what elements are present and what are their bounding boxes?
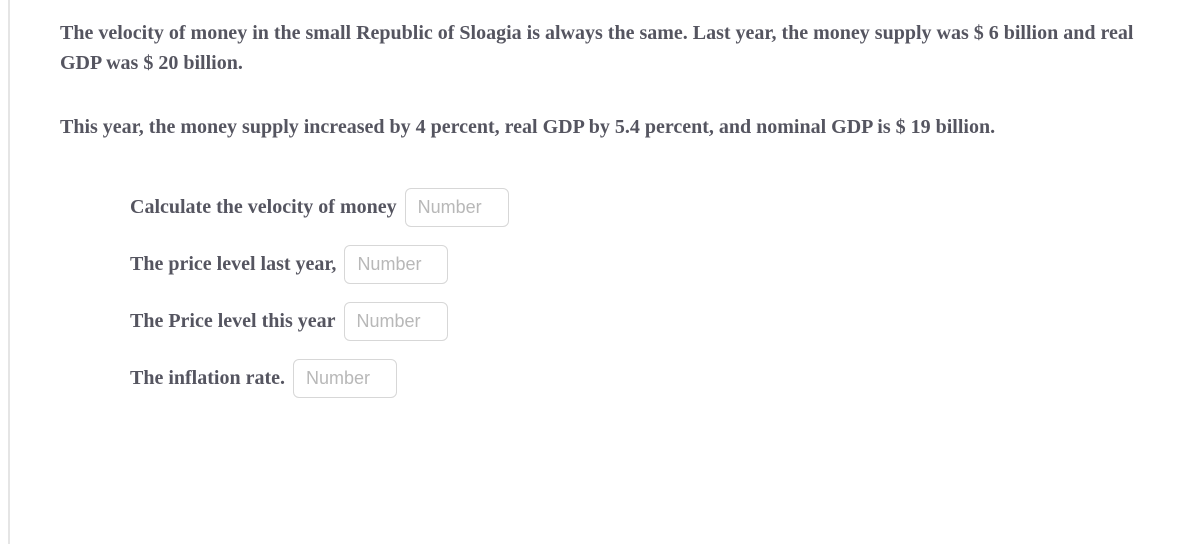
- inflation-rate-input[interactable]: [293, 359, 397, 398]
- question-row-inflation-rate: The inflation rate.: [130, 359, 1140, 398]
- price-this-year-input[interactable]: [344, 302, 448, 341]
- question-row-price-this-year: The Price level this year: [130, 302, 1140, 341]
- prompt-paragraph-1: The velocity of money in the small Repub…: [60, 18, 1140, 78]
- question-label: The inflation rate.: [130, 367, 285, 390]
- question-label: The price level last year,: [130, 253, 336, 276]
- question-row-velocity: Calculate the velocity of money: [130, 188, 1140, 227]
- question-row-price-last-year: The price level last year,: [130, 245, 1140, 284]
- question-label: Calculate the velocity of money: [130, 196, 397, 219]
- answer-section: Calculate the velocity of money The pric…: [60, 176, 1140, 398]
- velocity-input[interactable]: [405, 188, 509, 227]
- question-container: The velocity of money in the small Repub…: [8, 0, 1200, 544]
- question-label: The Price level this year: [130, 310, 336, 333]
- price-last-year-input[interactable]: [344, 245, 448, 284]
- prompt-paragraph-2: This year, the money supply increased by…: [60, 112, 1140, 142]
